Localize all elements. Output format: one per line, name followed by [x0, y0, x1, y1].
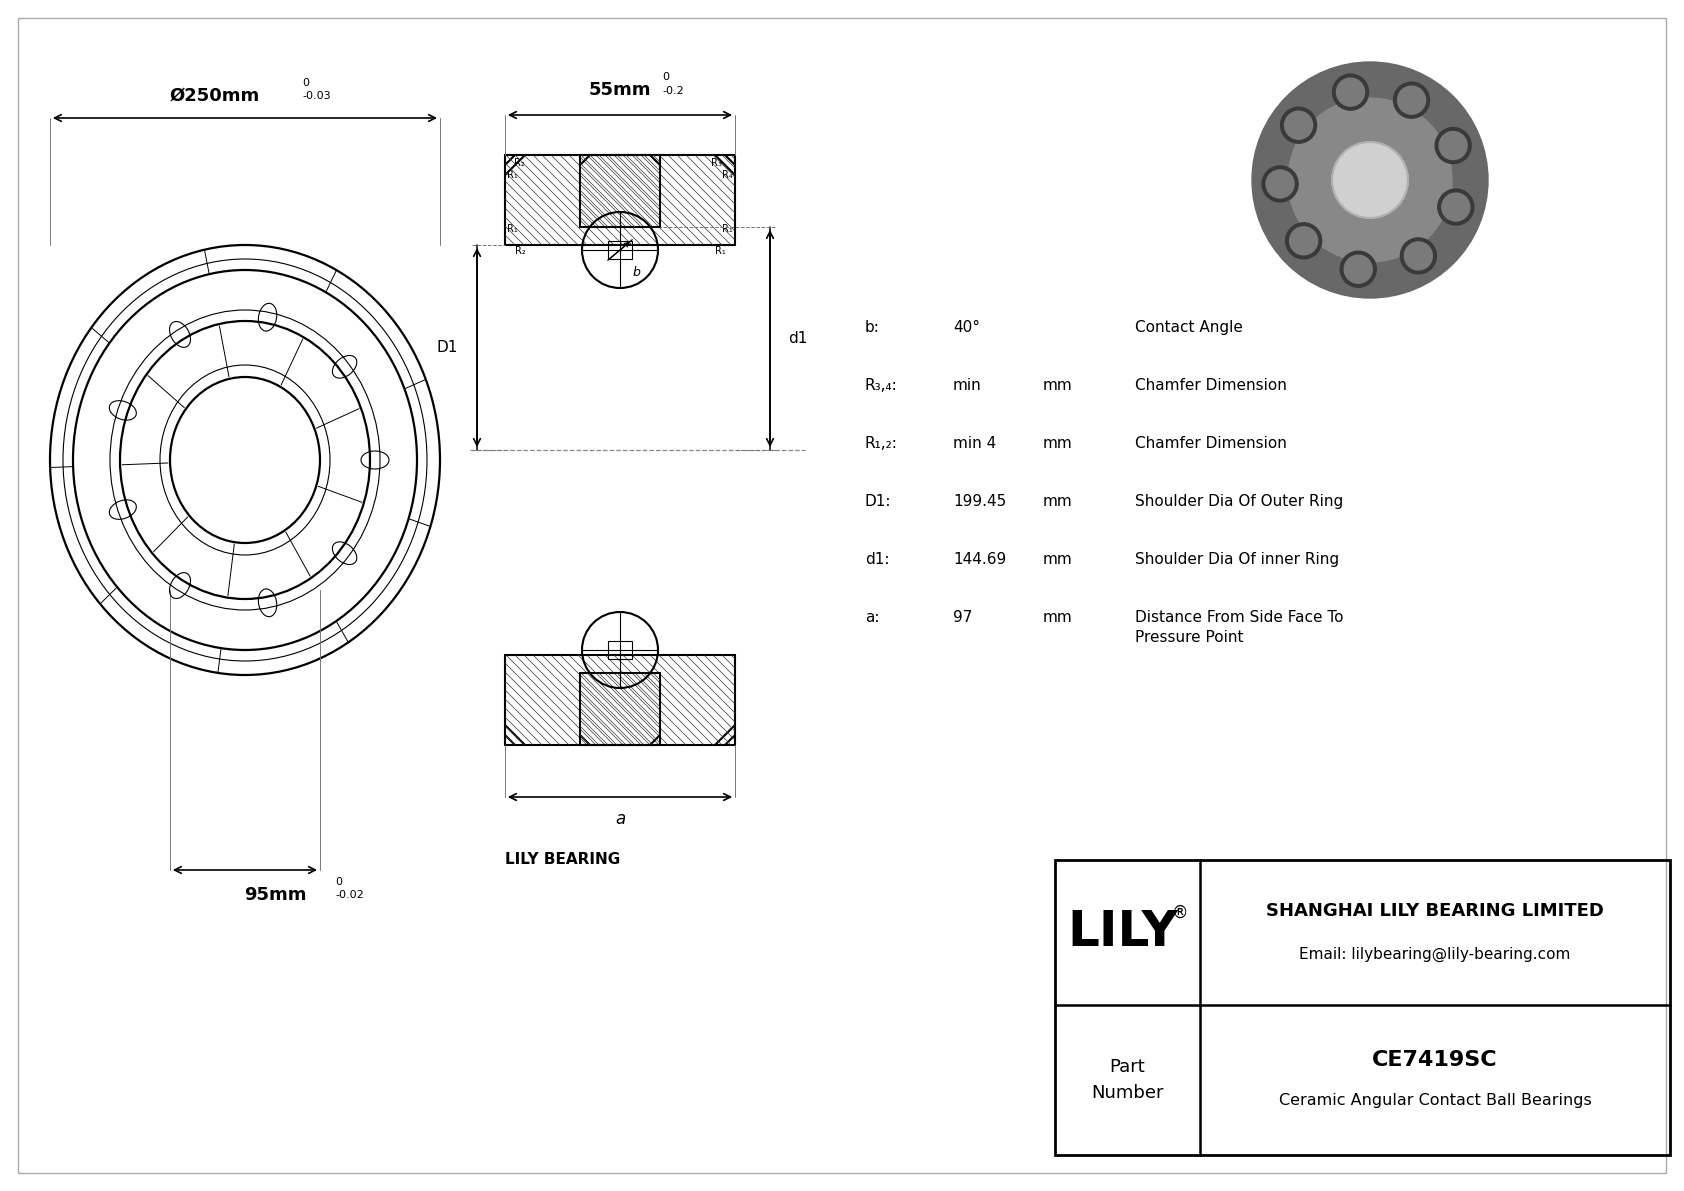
- Text: Chamfer Dimension: Chamfer Dimension: [1135, 436, 1287, 451]
- Circle shape: [1285, 111, 1312, 139]
- Circle shape: [1404, 242, 1433, 270]
- Text: mm: mm: [1042, 610, 1073, 625]
- Text: 55mm: 55mm: [589, 81, 652, 99]
- Text: ®: ®: [1172, 904, 1189, 922]
- Text: 199.45: 199.45: [953, 494, 1007, 509]
- Circle shape: [1285, 223, 1322, 258]
- Text: Chamfer Dimension: Chamfer Dimension: [1135, 378, 1287, 393]
- Text: Part
Number: Part Number: [1091, 1058, 1164, 1102]
- Text: Distance From Side Face To: Distance From Side Face To: [1135, 610, 1344, 625]
- Text: R₁: R₁: [716, 247, 726, 256]
- Circle shape: [1344, 255, 1372, 283]
- Text: Email: lilybearing@lily-bearing.com: Email: lilybearing@lily-bearing.com: [1300, 947, 1571, 962]
- Text: D1:: D1:: [866, 494, 891, 509]
- Text: min: min: [953, 378, 982, 393]
- Circle shape: [1280, 107, 1317, 143]
- Text: d1:: d1:: [866, 551, 889, 567]
- Circle shape: [1332, 74, 1369, 110]
- Text: a:: a:: [866, 610, 879, 625]
- Text: R₁: R₁: [507, 170, 517, 180]
- Circle shape: [1288, 98, 1452, 262]
- Text: mm: mm: [1042, 378, 1073, 393]
- Text: R₃: R₃: [711, 158, 722, 168]
- Circle shape: [1401, 238, 1436, 274]
- Text: SHANGHAI LILY BEARING LIMITED: SHANGHAI LILY BEARING LIMITED: [1266, 902, 1603, 919]
- Bar: [608, 641, 632, 659]
- Text: a: a: [615, 810, 625, 828]
- Text: R₁: R₁: [722, 224, 733, 233]
- Text: Pressure Point: Pressure Point: [1135, 630, 1243, 646]
- Text: R₁,₂:: R₁,₂:: [866, 436, 898, 451]
- Circle shape: [1290, 226, 1317, 255]
- Text: -0.2: -0.2: [662, 86, 684, 96]
- Text: D1: D1: [436, 339, 458, 355]
- Circle shape: [1438, 189, 1474, 225]
- Text: mm: mm: [1042, 551, 1073, 567]
- Bar: [581, 673, 660, 744]
- Text: CE7419SC: CE7419SC: [1372, 1050, 1497, 1070]
- Circle shape: [1442, 193, 1470, 222]
- Text: -0.02: -0.02: [335, 890, 364, 900]
- Circle shape: [1266, 170, 1293, 198]
- Text: 144.69: 144.69: [953, 551, 1007, 567]
- Circle shape: [1340, 251, 1376, 287]
- Bar: [581, 156, 660, 226]
- Text: R₃,₄:: R₃,₄:: [866, 378, 898, 393]
- Text: Shoulder Dia Of Outer Ring: Shoulder Dia Of Outer Ring: [1135, 494, 1344, 509]
- Text: 95mm: 95mm: [244, 886, 306, 904]
- Text: 40°: 40°: [953, 320, 980, 335]
- Circle shape: [1251, 62, 1489, 298]
- Circle shape: [1261, 166, 1298, 202]
- Text: R₄: R₄: [722, 170, 733, 180]
- Text: b:: b:: [866, 320, 879, 335]
- Text: R₂: R₂: [515, 247, 525, 256]
- Text: 0: 0: [301, 77, 308, 88]
- Text: Ceramic Angular Contact Ball Bearings: Ceramic Angular Contact Ball Bearings: [1278, 1092, 1591, 1108]
- Circle shape: [1435, 127, 1472, 163]
- Text: b: b: [632, 266, 640, 279]
- Text: min 4: min 4: [953, 436, 997, 451]
- Text: R₂: R₂: [514, 158, 525, 168]
- Circle shape: [1440, 131, 1467, 160]
- Circle shape: [1394, 82, 1430, 118]
- Text: mm: mm: [1042, 436, 1073, 451]
- Text: 0: 0: [662, 71, 669, 82]
- Text: mm: mm: [1042, 494, 1073, 509]
- Text: 0: 0: [335, 877, 342, 887]
- Text: LILY BEARING: LILY BEARING: [505, 852, 620, 867]
- Bar: [1054, 860, 1671, 1155]
- Circle shape: [1332, 142, 1408, 218]
- Bar: [505, 156, 734, 244]
- Bar: [608, 241, 632, 258]
- Text: R₁: R₁: [507, 224, 517, 233]
- Text: LILY: LILY: [1068, 909, 1177, 956]
- Circle shape: [1337, 79, 1364, 106]
- Text: d1: d1: [788, 331, 808, 347]
- Circle shape: [1398, 86, 1426, 114]
- Text: -0.03: -0.03: [301, 91, 330, 101]
- Text: Shoulder Dia Of inner Ring: Shoulder Dia Of inner Ring: [1135, 551, 1339, 567]
- Bar: [505, 655, 734, 744]
- Text: Ø250mm: Ø250mm: [170, 87, 259, 105]
- Text: 97: 97: [953, 610, 972, 625]
- Text: Contact Angle: Contact Angle: [1135, 320, 1243, 335]
